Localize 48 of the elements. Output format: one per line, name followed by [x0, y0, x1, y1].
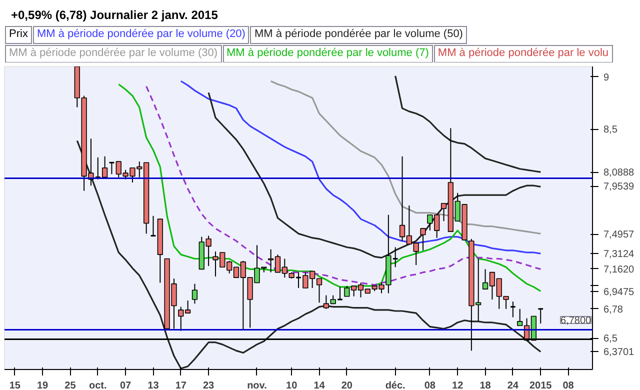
y-tick-label: 6,5	[604, 334, 618, 345]
y-tick-label: 7,9539	[604, 182, 635, 193]
x-tick-label: 08	[562, 380, 574, 390]
x-tick-label: 14	[314, 380, 326, 390]
candlestick	[510, 301, 516, 318]
line-series	[180, 80, 542, 254]
line-series	[76, 140, 542, 370]
x-tick-label: 12	[452, 380, 464, 390]
line-series	[208, 92, 542, 259]
y-tick-label: 9	[604, 72, 610, 84]
line-series	[394, 75, 542, 173]
text: MM à période pondérée par le volu	[434, 44, 613, 63]
x-tick-label: 24	[507, 380, 519, 390]
x-tick-label: 20	[341, 380, 353, 390]
text: MM à période pondérée par le volume (30)	[5, 44, 222, 63]
y-tick-label: 8,0888	[604, 168, 635, 179]
x-tick-label: déc.	[385, 380, 406, 390]
x-tick-label: 15	[9, 380, 21, 390]
chart-title: +0,59% (6,78) Journalier 2 janv. 2015	[10, 7, 219, 24]
candlestick	[537, 308, 544, 324]
y-tick-label: 7,3124	[604, 248, 635, 260]
candlestick	[108, 162, 115, 175]
text: Prix	[5, 26, 32, 44]
y-tick-label: 7,4957	[604, 230, 635, 241]
x-tick-label: 07	[120, 380, 132, 390]
x-tick-label: 2015	[529, 380, 552, 390]
x-tick-label: 10	[286, 380, 298, 390]
x-tick-label: 17	[175, 380, 187, 390]
text: MM à période pondérée par le volume (20)	[32, 26, 250, 44]
y-tick-label: 8,5	[604, 124, 618, 136]
candlestick	[192, 283, 198, 304]
line-series	[270, 80, 542, 234]
x-tick-label: oct.	[89, 380, 107, 390]
x-tick-label: 18	[480, 380, 492, 390]
y-tick-label: 6,78	[604, 304, 624, 316]
y-tick-label: 6,9475	[604, 286, 635, 298]
candlestick	[420, 228, 426, 251]
x-tick-label: 13	[148, 380, 160, 390]
x-tick-label: 25	[64, 380, 76, 390]
y-tick-label: 6,3701	[604, 347, 635, 358]
text: MM à période pondérée par le volume (7)	[222, 44, 433, 63]
candlestick	[150, 215, 156, 237]
x-tick-label: 08	[424, 380, 436, 390]
x-tick-label: 19	[36, 380, 49, 390]
x-tick-label: nov.	[247, 380, 268, 390]
text: MM à période pondérée par le volume (50)	[250, 26, 467, 44]
x-tick-label: 23	[203, 380, 215, 390]
y-tick-label: 7,1620	[604, 264, 635, 276]
